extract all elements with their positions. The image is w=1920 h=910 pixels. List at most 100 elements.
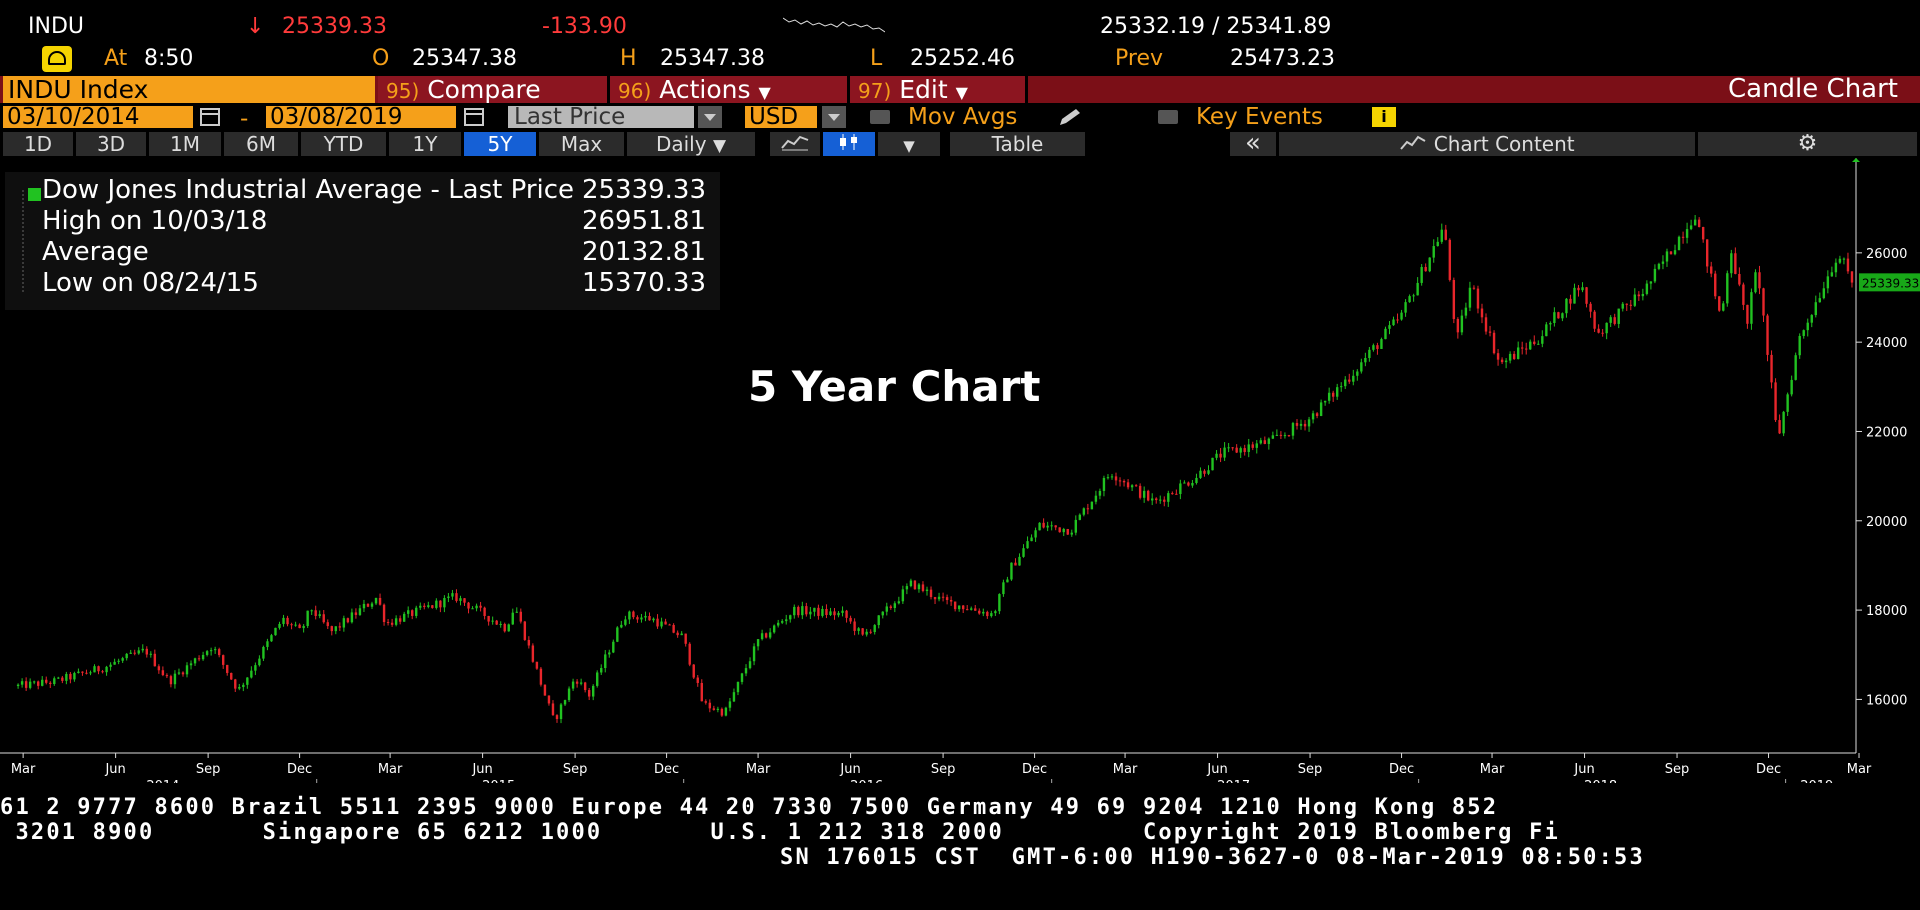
chart-style-dropdown[interactable]: ▼ [878,132,940,156]
candle-body [322,614,325,623]
range-tab-1m[interactable]: 1M [149,132,221,156]
candle-body [209,650,213,652]
candle-body [539,668,543,685]
candle-body [583,682,587,691]
candle-body [61,677,64,681]
candle-body [559,704,563,720]
candle-body [1195,477,1198,483]
mov-avgs-checkbox[interactable] [870,110,890,124]
mov-avgs-label[interactable]: Mov Avgs [908,104,1018,130]
actions-button[interactable]: 96) Actions ▼ [610,76,850,103]
candle-body [1118,480,1122,482]
candle-body [1561,313,1564,319]
key-events-label[interactable]: Key Events [1196,104,1323,130]
currency-dropdown-icon[interactable] [822,106,846,128]
edit-button[interactable]: 97) Edit ▼ [850,76,1028,103]
candle-body [1472,287,1476,289]
candle-body [507,624,510,632]
candle-body [1271,435,1275,439]
candle-body [495,620,498,625]
candle-body [1750,292,1753,324]
line-chart-toggle[interactable] [770,132,820,156]
start-calendar-icon[interactable] [200,108,220,126]
candle-body [45,679,48,683]
end-date-field[interactable]: 03/08/2019 [266,106,456,129]
candle-body [1211,457,1214,471]
prev-value: 25473.23 [1230,46,1335,71]
y-tick-label: 26000 [1866,247,1907,262]
candle-body [760,633,764,640]
legend-high-value: 26951.81 [581,206,706,236]
range-tab-3d[interactable]: 3D [76,132,146,156]
price-field-dropdown-icon[interactable] [698,106,722,128]
candle-body [16,684,20,687]
chart-content-label: Chart Content [1433,132,1575,156]
candle-body [945,597,949,601]
price-field-select[interactable]: Last Price [508,106,694,129]
security-field[interactable]: INDU Index [3,76,375,103]
candle-body [1464,307,1468,316]
candle-body [1287,435,1291,437]
end-calendar-icon[interactable] [464,108,484,126]
frequency-select[interactable]: Daily ▼ [627,132,755,156]
candle-body [226,664,229,673]
collapse-icon[interactable]: « [1230,130,1276,156]
range-tab-5y[interactable]: 5Y [464,132,536,156]
candle-chart-toggle[interactable] [823,132,875,156]
candle-body [1279,434,1283,436]
candle-body [431,605,434,608]
series-color-swatch [28,188,41,201]
candle-body [1508,353,1512,361]
candle-body [177,672,181,674]
chart-legend[interactable]: Dow Jones Industrial Average - Last Pric… [5,172,720,310]
info-icon[interactable]: i [1372,107,1396,127]
candle-body [889,606,892,609]
legend-series-value: 25339.33 [581,175,706,205]
candle-body [1428,257,1431,272]
candle-body [258,658,261,666]
candle-body [1424,267,1427,272]
candle-body [1452,279,1456,320]
candle-body [579,682,583,684]
candle-body [1685,229,1689,238]
legend-series-label: Dow Jones Industrial Average - Last Pric… [42,175,575,205]
currency-select[interactable]: USD [745,106,817,129]
table-button[interactable]: Table [950,132,1085,156]
candle-chart[interactable]: 16000 18000 20000 22000 24000 26000 25339.33 M… [0,158,1920,783]
settings-gear-icon[interactable]: ⚙ [1698,132,1917,156]
x-year-label: 2019 [1800,779,1833,783]
candle-body [1416,282,1419,296]
range-tab-1y[interactable]: 1Y [389,132,461,156]
candle-body [1701,227,1705,240]
compare-button[interactable]: 95) Compare [378,76,610,103]
key-events-checkbox[interactable] [1158,110,1178,124]
candle-body [724,707,728,716]
range-tab-6m[interactable]: 6M [224,132,298,156]
candle-body [77,671,80,674]
candle-body [1348,379,1351,382]
range-tab-1d[interactable]: 1D [3,132,73,156]
pencil-icon[interactable] [1056,107,1084,127]
candle-body [286,617,289,625]
chart-content-button[interactable]: Chart Content [1279,132,1695,156]
candle-body [378,597,382,605]
candle-body [1396,319,1399,321]
candle-body [688,643,691,665]
candle-body [1806,322,1809,331]
candle-body [1496,353,1500,360]
start-date-field[interactable]: 03/10/2014 [3,106,193,129]
candle-body [1573,287,1576,304]
candle-body [290,624,293,626]
candle-body [1657,263,1661,269]
candle-body [849,617,852,622]
range-tab-max[interactable]: Max [539,132,624,156]
candle-body [961,605,965,610]
range-tab-ytd[interactable]: YTD [301,132,386,156]
gauge-icon[interactable] [42,46,72,72]
candle-body [354,612,358,615]
candle-body [957,605,961,610]
candle-body [652,618,655,621]
candle-body [897,601,901,604]
candle-body [1235,447,1238,453]
compare-label: Compare [427,75,541,104]
